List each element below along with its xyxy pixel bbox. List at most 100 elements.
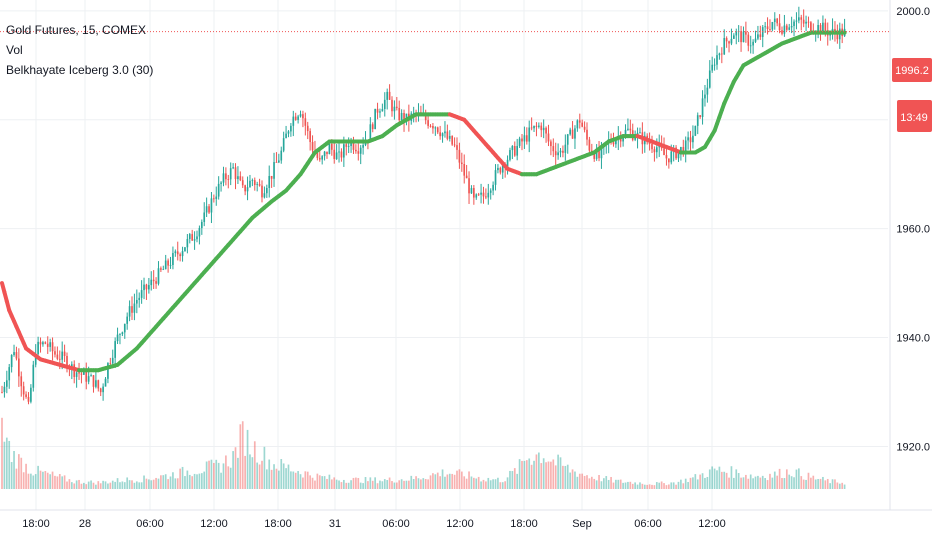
candle-body (540, 125, 543, 131)
candle-body (687, 137, 689, 141)
volume-bar (128, 480, 131, 489)
volume-bar (651, 484, 653, 489)
volume-bar (311, 477, 314, 489)
volume-bar (111, 480, 114, 489)
candle-body (167, 260, 169, 266)
candle-body (665, 155, 668, 159)
volume-bar (10, 462, 13, 489)
volume-bar (465, 478, 468, 489)
candle-body (600, 147, 603, 159)
volume-bar (785, 469, 788, 489)
volume-bar (234, 447, 237, 489)
candle-body (121, 332, 124, 335)
candle-body (111, 357, 114, 364)
candle-body (468, 178, 470, 194)
candle-body (612, 142, 615, 145)
volume-bar (658, 482, 661, 489)
candle-body (458, 149, 461, 163)
volume-bar (66, 481, 68, 489)
candle-body (489, 190, 492, 193)
candle-body (798, 17, 800, 21)
volume-bar (355, 477, 357, 489)
candle-body (395, 106, 398, 108)
volume-bar (694, 474, 697, 489)
candle-body (634, 138, 636, 140)
volume-bar (46, 472, 49, 489)
candle-body (148, 285, 150, 290)
time-axis-ticks[interactable]: 18:00 28 06:00 12:00 18:00 31 06:00 12:00 18:00 S… (22, 518, 726, 530)
price-tick-label: 1960.0 (896, 224, 930, 236)
volume-bar (752, 478, 754, 489)
candle-body (388, 91, 391, 100)
volume-bar (164, 474, 167, 489)
volume-bar (388, 477, 391, 489)
candle-body (740, 31, 742, 43)
volume-bar (280, 459, 283, 489)
candle-body (473, 188, 475, 198)
candle-body (480, 192, 482, 195)
volume-bar (290, 471, 292, 489)
candle-body (99, 388, 102, 393)
candle-body (381, 108, 384, 112)
volume-bar (54, 475, 56, 489)
candle-body (95, 380, 97, 387)
candle-body (704, 94, 706, 99)
volume-bar (51, 471, 54, 489)
volume-bar (670, 482, 673, 489)
candle-body (499, 167, 502, 173)
volume-bar (480, 481, 482, 489)
candle-body (138, 297, 141, 301)
volume-bar (706, 476, 709, 489)
candle-body (465, 175, 468, 179)
volume-bar (745, 474, 747, 489)
volume-bar (318, 475, 321, 489)
candle-body (684, 140, 687, 155)
candle-body (338, 151, 340, 153)
volume-bar (116, 478, 119, 489)
candle-body (810, 22, 812, 33)
iceberg-indicator-line (0, 30, 847, 373)
candle-body (268, 175, 271, 188)
candle-body (119, 334, 121, 335)
volume-bar (99, 483, 102, 489)
volume-bar (63, 475, 66, 489)
volume-bar (453, 474, 456, 489)
last-price-badge[interactable]: 1996.2 (892, 58, 932, 82)
candle-body (208, 206, 210, 213)
candle-body (102, 386, 104, 393)
volume-bar (345, 482, 348, 489)
candle-body (318, 157, 321, 160)
candle-body (434, 127, 437, 129)
legend-symbol[interactable]: Gold Futures, 15, COMEX (6, 23, 147, 37)
volume-bar (275, 468, 278, 489)
volume-bar (631, 483, 634, 489)
candle-body (463, 163, 466, 176)
volume-bar (749, 474, 752, 489)
volume-bar (126, 477, 129, 489)
time-tick-label: 12:00 (200, 518, 228, 530)
volume-bar (162, 475, 165, 489)
volume-bar (374, 477, 376, 489)
volume-bar (771, 477, 774, 489)
bar-countdown-badge[interactable]: 13:49 (897, 100, 932, 132)
candle-body (46, 343, 49, 347)
candle-body (550, 141, 552, 147)
candle-body (776, 18, 779, 24)
candle-body (824, 22, 827, 31)
candle-body (795, 20, 798, 22)
volume-bar (123, 482, 126, 489)
candle-body (713, 64, 716, 66)
legend-indicator[interactable]: Belkhayate Iceberg 3.0 (30) (6, 63, 154, 77)
candle-body (571, 129, 574, 139)
volume-bar (249, 454, 251, 489)
volume-bar (148, 479, 150, 489)
legend-volume[interactable]: Vol (6, 43, 23, 57)
volume-bar (641, 483, 644, 489)
candle-body (386, 91, 389, 100)
volume-bar (157, 478, 160, 489)
volume-bar (482, 479, 485, 489)
candle-body (497, 167, 499, 171)
